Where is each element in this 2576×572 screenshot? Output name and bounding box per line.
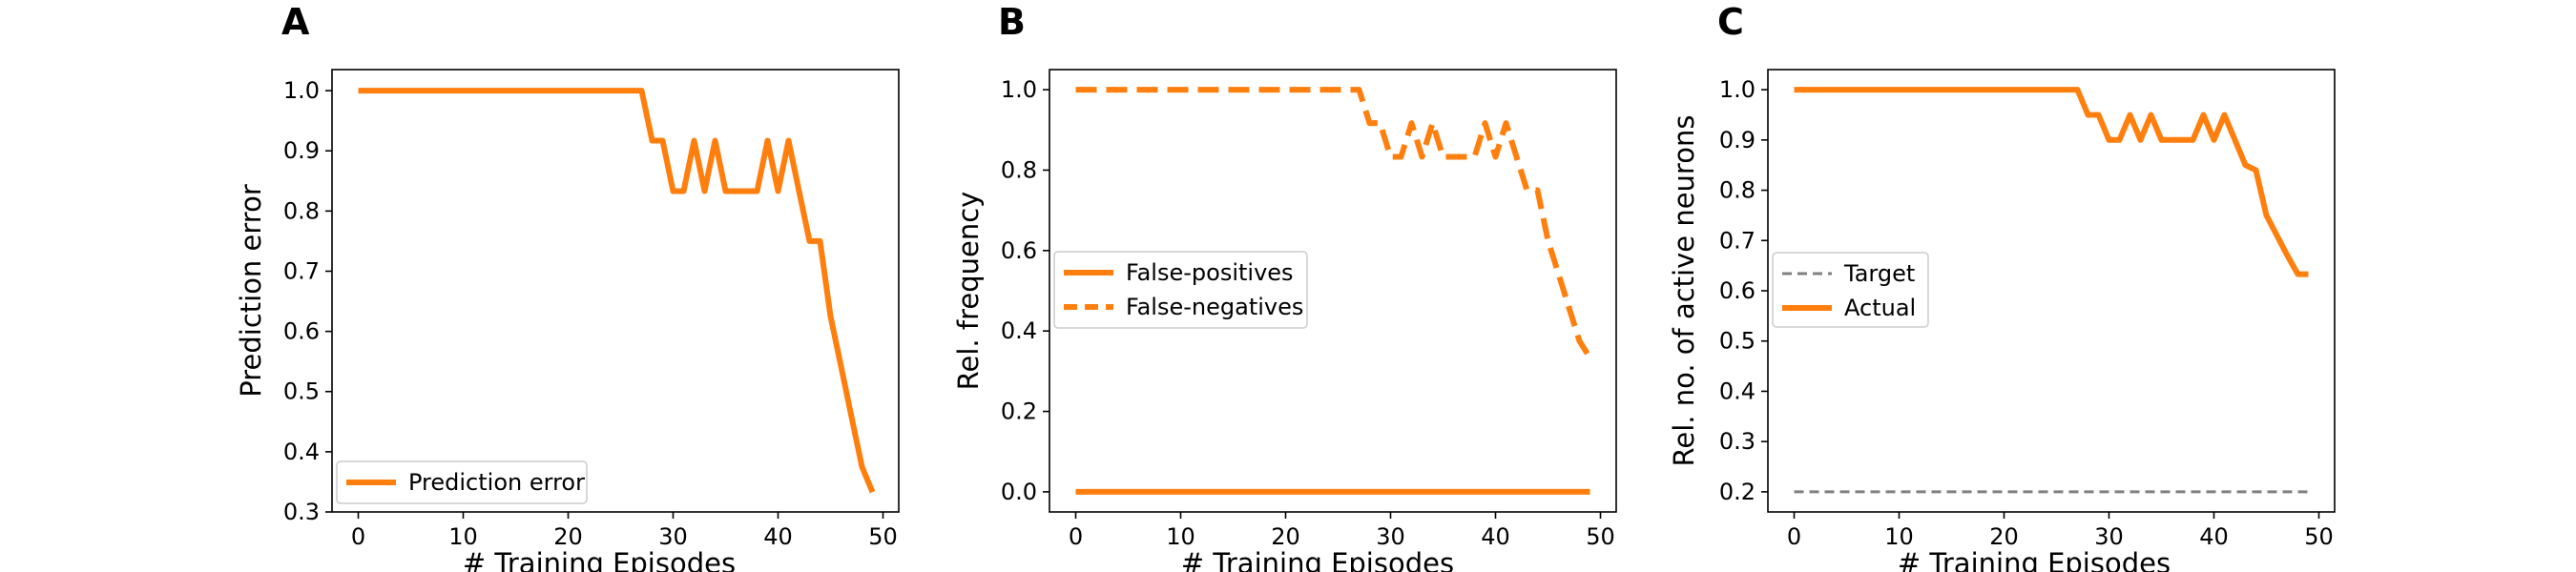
axes-frame-a (331, 69, 900, 513)
legend-b: False-positives False-negatives (1053, 251, 1308, 329)
y-tick-label: 0.3 (283, 499, 320, 525)
x-tick-label: 10 (1166, 523, 1195, 550)
x-tick-label: 40 (1481, 523, 1510, 550)
x-tick-label: 20 (1989, 523, 2019, 550)
x-tick-label: 20 (553, 523, 583, 550)
x-tick-label: 40 (763, 523, 793, 550)
y-tick-label: 0.4 (1001, 317, 1037, 344)
panel-b: B 0 10 20 30 40 50 0.0 0.2 0.4 0.6 0.8 1.0 False-pos… (952, 1, 1617, 572)
x-tick-label: 0 (351, 523, 365, 550)
plot-b: 0 10 20 30 40 50 0.0 0.2 0.4 0.6 0.8 1.0 False-posit… (1001, 69, 1617, 550)
y-tick-label: 0.8 (1719, 177, 1755, 204)
x-tick-label: 20 (1271, 523, 1300, 550)
y-tick-label: 1.0 (1001, 76, 1037, 103)
y-tick-label: 1.0 (283, 77, 320, 104)
y-tick-label: 0.6 (283, 318, 320, 345)
axes-frame-b (1049, 69, 1617, 513)
panel-letter-c: C (1717, 1, 1744, 43)
x-tick-label: 30 (658, 523, 688, 550)
x-axis-label-a: # Training Episodes (463, 547, 736, 572)
x-tick-label: 50 (868, 523, 898, 550)
y-tick-label: 0.6 (1719, 277, 1755, 304)
x-tick-label: 0 (1069, 523, 1083, 550)
y-tick-label: 0.0 (1001, 479, 1037, 505)
y-tick-label: 0.5 (1719, 328, 1755, 355)
y-tick-label: 0.9 (1719, 127, 1755, 153)
y-tick-label: 0.2 (1719, 479, 1755, 505)
y-tick-label: 0.3 (1719, 428, 1755, 455)
x-axis-label-c: # Training Episodes (1898, 547, 2171, 572)
y-tick-label: 0.2 (1001, 398, 1037, 425)
plot-c: 0 10 20 30 40 50 0.2 0.3 0.4 0.5 0.6 0.7 0.8 0.9 1.0 Ta… (1719, 69, 2336, 550)
y-tick-label: 0.6 (1001, 237, 1037, 264)
legend-label: False-positives (1126, 259, 1294, 286)
y-axis-label-a: Prediction error (235, 184, 267, 398)
x-tick-label: 10 (1884, 523, 1914, 550)
y-axis-label-c: Rel. no. of active neurons (1668, 115, 1700, 467)
panel-c: C 0 10 20 30 40 50 0.2 0.3 0.4 0.5 0.6 0.7 0.8 0.9 1.0… (1668, 1, 2336, 572)
x-tick-label: 40 (2199, 523, 2229, 550)
y-tick-label: 0.8 (1001, 156, 1037, 183)
plot-a: 0 10 20 30 40 50 0.3 0.4 0.5 0.6 0.7 0.8 0.9 1.0 Predi… (283, 69, 900, 550)
y-tick-label: 0.5 (283, 378, 320, 405)
legend-c: Target Actual (1772, 252, 1929, 328)
x-axis-label-b: # Training Episodes (1181, 547, 1454, 572)
x-tick-label: 0 (1787, 523, 1801, 550)
panel-a: A 0 10 20 30 40 50 0.3 0.4 0.5 0.6 0.7 0.8 0.9 1.0 Pre… (235, 1, 900, 572)
panel-letter-b: B (998, 1, 1026, 43)
x-tick-label: 50 (1586, 523, 1615, 550)
series-line-c-2 (1794, 87, 2309, 277)
legend-label: Prediction error (408, 469, 585, 496)
legend-label: Actual (1844, 295, 1916, 321)
legend-label: False-negatives (1126, 294, 1303, 320)
y-tick-label: 0.4 (1719, 378, 1755, 404)
panel-letter-a: A (281, 1, 310, 43)
series-line-b-2 (1075, 87, 1593, 359)
y-tick-label: 0.4 (283, 439, 320, 465)
series-line-a-1 (358, 88, 876, 494)
y-tick-label: 0.7 (283, 257, 320, 284)
x-tick-label: 30 (1376, 523, 1405, 550)
x-tick-label: 50 (2304, 523, 2334, 550)
x-tick-label: 10 (448, 523, 478, 550)
y-tick-label: 1.0 (1719, 76, 1755, 103)
y-tick-label: 0.8 (283, 197, 320, 224)
x-tick-label: 30 (2094, 523, 2124, 550)
legend-label: Target (1843, 260, 1915, 287)
y-tick-label: 0.7 (1719, 227, 1755, 254)
legend-a: Prediction error (336, 460, 588, 504)
y-axis-label-b: Rel. frequency (952, 192, 985, 391)
y-tick-label: 0.9 (283, 137, 320, 164)
